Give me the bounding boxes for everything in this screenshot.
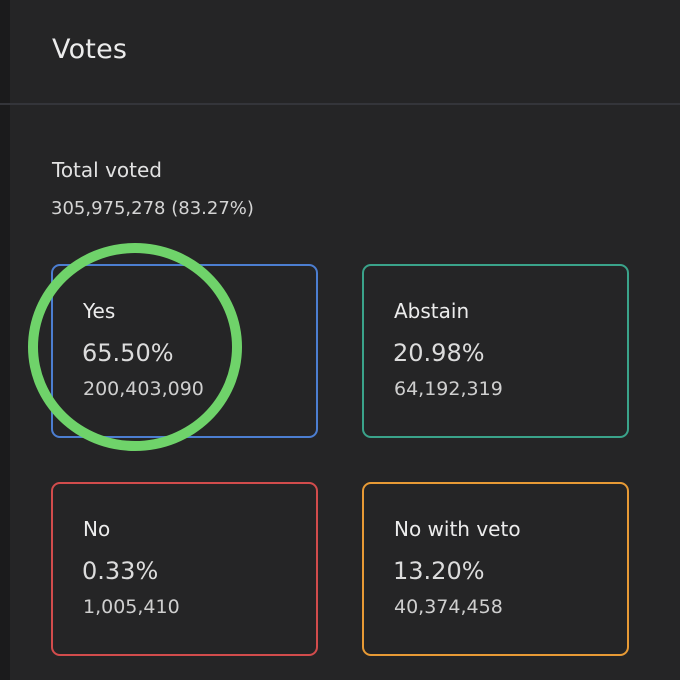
vote-option-percent: 13.20%	[393, 557, 485, 585]
vote-option-count: 40,374,458	[394, 596, 503, 618]
panel-header: Votes	[0, 0, 680, 105]
vote-option-abstain: Abstain 20.98% 64,192,319	[362, 264, 629, 438]
vote-option-percent: 0.33%	[82, 557, 159, 585]
vote-option-label: Abstain	[394, 299, 470, 323]
vote-option-count: 64,192,319	[394, 378, 503, 400]
vote-option-label: Yes	[83, 299, 116, 323]
vote-option-label: No with veto	[394, 517, 521, 541]
vote-option-count: 1,005,410	[83, 596, 180, 618]
vote-option-percent: 65.50%	[82, 339, 174, 367]
vote-option-label: No	[83, 517, 111, 541]
vote-option-no-with-veto: No with veto 13.20% 40,374,458	[362, 482, 629, 656]
left-edge-strip	[0, 0, 10, 680]
vote-option-yes: Yes 65.50% 200,403,090	[51, 264, 318, 438]
page-title: Votes	[52, 34, 128, 65]
vote-option-no: No 0.33% 1,005,410	[51, 482, 318, 656]
vote-option-percent: 20.98%	[393, 339, 485, 367]
total-voted-value: 305,975,278 (83.27%)	[51, 198, 254, 219]
total-voted-label: Total voted	[52, 158, 162, 182]
vote-option-count: 200,403,090	[83, 378, 204, 400]
